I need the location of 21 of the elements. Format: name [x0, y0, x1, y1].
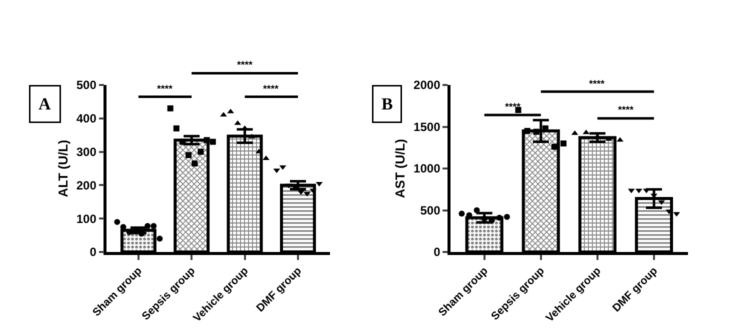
y-tick-label: 500 — [76, 78, 97, 92]
y-axis-title: ALT (U/L) — [55, 140, 70, 198]
text: **** — [237, 60, 253, 71]
annotation: **** — [157, 84, 173, 95]
y-tick-label: 1500 — [414, 120, 441, 134]
annotation: **** — [589, 79, 605, 90]
y-tick-label: 100 — [76, 212, 97, 226]
y-tick-label: 200 — [76, 178, 97, 192]
y-tick-label: 300 — [76, 145, 97, 159]
y-tick-label: 400 — [76, 112, 97, 126]
y-tick-label: 0 — [90, 245, 97, 260]
annotation: **** — [263, 84, 279, 95]
y-tick-label: 2000 — [414, 78, 441, 92]
text: B — [382, 94, 393, 114]
y-tick-label: 0 — [434, 245, 441, 260]
annotation: **** — [505, 102, 521, 113]
y-tick-label: 500 — [420, 203, 441, 218]
annotation: **** — [618, 105, 634, 116]
y-tick-label: 1000 — [414, 162, 441, 176]
text: A — [38, 94, 52, 114]
y-axis-title: AST (U/L) — [392, 138, 408, 198]
